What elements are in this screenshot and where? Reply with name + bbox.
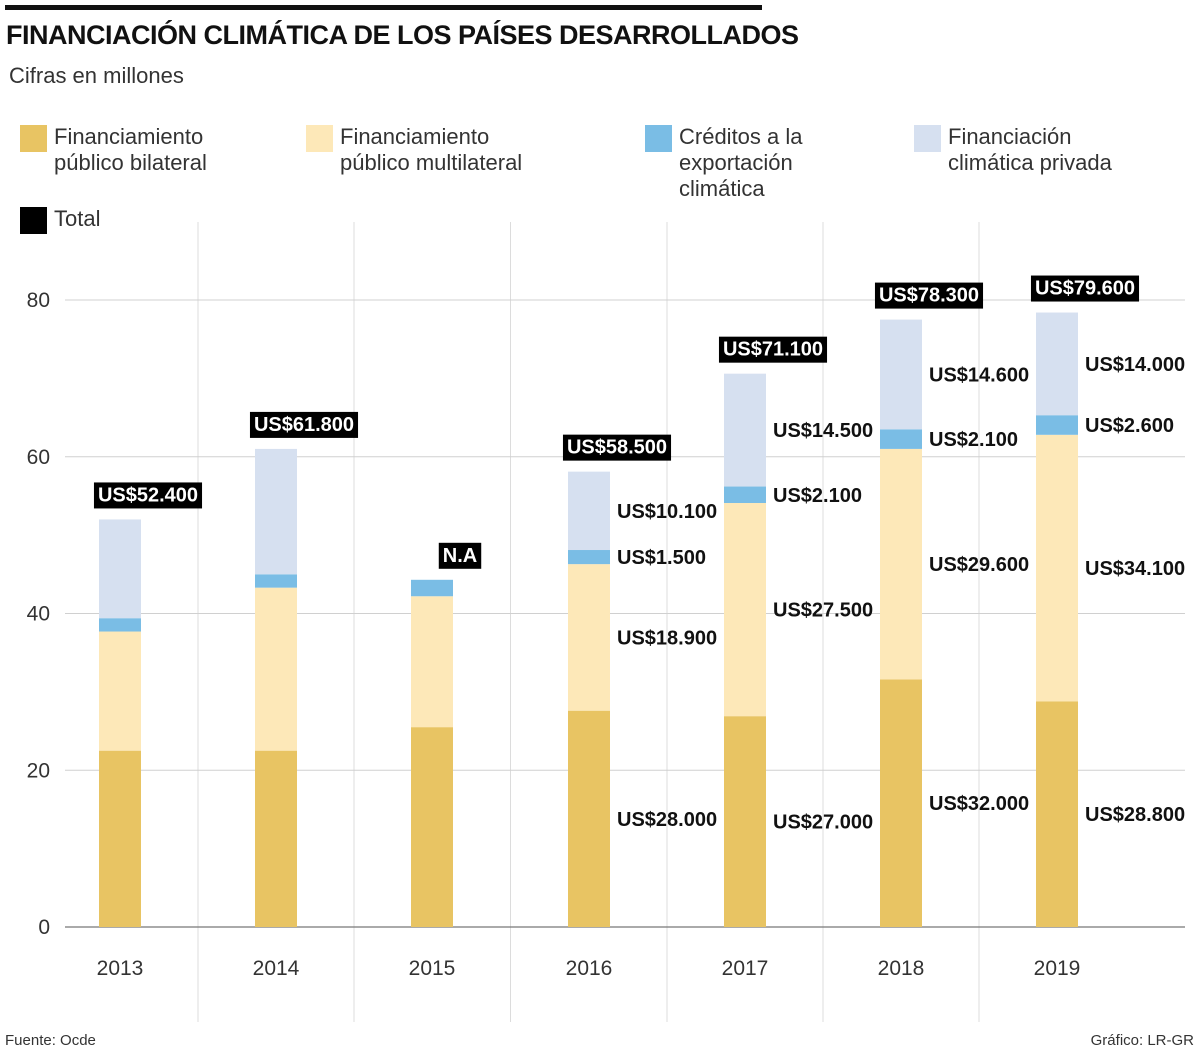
y-tick-label: 20 bbox=[27, 759, 50, 782]
bar-segment bbox=[880, 448, 922, 680]
bar-segment bbox=[99, 631, 141, 751]
total-label-box bbox=[874, 282, 984, 309]
total-value-label: US$61.800 bbox=[254, 414, 354, 436]
bar-segment bbox=[1036, 415, 1078, 435]
bar-segment bbox=[1036, 434, 1078, 702]
y-tick-label: 0 bbox=[38, 916, 50, 939]
bar-segment bbox=[255, 448, 297, 575]
x-tick-label: 2015 bbox=[409, 957, 456, 980]
legend-label: Créditos a la exportación climática bbox=[679, 124, 803, 201]
bar-segment bbox=[99, 618, 141, 632]
bar-segment bbox=[568, 471, 610, 551]
legend-item-bilateral: Financiamiento público bilateral bbox=[20, 124, 207, 176]
legend-label: Financiación climática privada bbox=[948, 124, 1112, 175]
y-tick-label: 80 bbox=[27, 289, 50, 312]
bar-segment bbox=[411, 596, 453, 728]
bar-segment bbox=[880, 679, 922, 927]
segment-value-label: US$10.100 bbox=[617, 501, 717, 523]
bar-segment bbox=[255, 587, 297, 751]
chart-title: FINANCIACIÓN CLIMÁTICA DE LOS PAÍSES DES… bbox=[6, 20, 799, 50]
segment-value-label: US$14.600 bbox=[929, 364, 1029, 386]
total-value-label: N.A bbox=[443, 545, 477, 567]
bar-segment bbox=[1036, 312, 1078, 416]
bar-segment bbox=[255, 574, 297, 588]
legend-swatch bbox=[306, 125, 333, 152]
segment-value-label: US$14.000 bbox=[1085, 354, 1185, 376]
total-label-box bbox=[718, 336, 828, 363]
total-label-box bbox=[562, 434, 672, 461]
x-tick-label: 2014 bbox=[253, 957, 300, 980]
bar-segment bbox=[411, 727, 453, 927]
segment-value-label: US$2.100 bbox=[773, 485, 862, 507]
legend-item-private: Financiación climática privada bbox=[914, 124, 1112, 176]
bar-segment bbox=[724, 486, 766, 503]
total-label-box bbox=[438, 542, 482, 569]
segment-value-label: US$27.500 bbox=[773, 600, 873, 622]
legend-swatch bbox=[914, 125, 941, 152]
source-note: Fuente: Ocde bbox=[5, 1032, 96, 1049]
bar-segment bbox=[568, 550, 610, 565]
segment-value-label: US$28.000 bbox=[617, 809, 717, 831]
bar-segment bbox=[724, 716, 766, 927]
total-label-box bbox=[249, 411, 359, 438]
bar-segment bbox=[568, 564, 610, 711]
legend-item-export-credits: Créditos a la exportación climática bbox=[645, 124, 803, 202]
bar-segment bbox=[411, 579, 453, 597]
total-value-label: US$71.100 bbox=[723, 339, 823, 361]
y-tick-label: 60 bbox=[27, 446, 50, 469]
segment-value-label: US$1.500 bbox=[617, 547, 706, 569]
segment-value-label: US$14.500 bbox=[773, 420, 873, 442]
bar-segment bbox=[255, 750, 297, 927]
total-value-label: US$79.600 bbox=[1035, 278, 1135, 300]
bar-segment bbox=[99, 750, 141, 927]
x-tick-label: 2016 bbox=[566, 957, 613, 980]
bar-segment bbox=[1036, 701, 1078, 927]
bar-segment bbox=[724, 502, 766, 717]
bar-segment bbox=[99, 519, 141, 619]
segment-value-label: US$27.000 bbox=[773, 812, 873, 834]
legend-swatch bbox=[20, 125, 47, 152]
bar-segment bbox=[880, 319, 922, 430]
legend-item-total: Total bbox=[20, 206, 100, 234]
segment-value-label: US$2.600 bbox=[1085, 415, 1174, 437]
segment-value-label: US$2.100 bbox=[929, 429, 1018, 451]
segment-value-label: US$29.600 bbox=[929, 554, 1029, 576]
total-value-label: US$78.300 bbox=[879, 285, 979, 307]
x-tick-label: 2017 bbox=[722, 957, 769, 980]
segment-value-label: US$32.000 bbox=[929, 793, 1029, 815]
chart-subtitle: Cifras en millones bbox=[9, 63, 184, 88]
x-tick-label: 2018 bbox=[878, 957, 925, 980]
x-tick-label: 2013 bbox=[97, 957, 144, 980]
total-value-label: US$52.400 bbox=[98, 484, 198, 506]
total-value-label: US$58.500 bbox=[567, 437, 667, 459]
bar-segment bbox=[568, 710, 610, 927]
x-tick-label: 2019 bbox=[1034, 957, 1081, 980]
legend-item-multilateral: Financiamiento público multilateral bbox=[306, 124, 522, 176]
legend-label: Financiamiento público bilateral bbox=[54, 124, 207, 175]
segment-value-label: US$34.100 bbox=[1085, 558, 1185, 580]
legend-swatch bbox=[20, 207, 47, 234]
bar-segment bbox=[880, 429, 922, 449]
y-tick-label: 40 bbox=[27, 603, 50, 626]
segment-value-label: US$18.900 bbox=[617, 627, 717, 649]
total-label-box bbox=[1030, 275, 1140, 302]
total-label-box bbox=[93, 482, 203, 509]
legend-swatch bbox=[645, 125, 672, 152]
legend-label: Total bbox=[54, 206, 101, 231]
segment-value-label: US$28.800 bbox=[1085, 804, 1185, 826]
bar-segment bbox=[724, 373, 766, 487]
credit-note: Gráfico: LR-GR bbox=[1090, 1032, 1194, 1049]
legend-label: Financiamiento público multilateral bbox=[340, 124, 523, 175]
top-rule bbox=[5, 5, 762, 10]
